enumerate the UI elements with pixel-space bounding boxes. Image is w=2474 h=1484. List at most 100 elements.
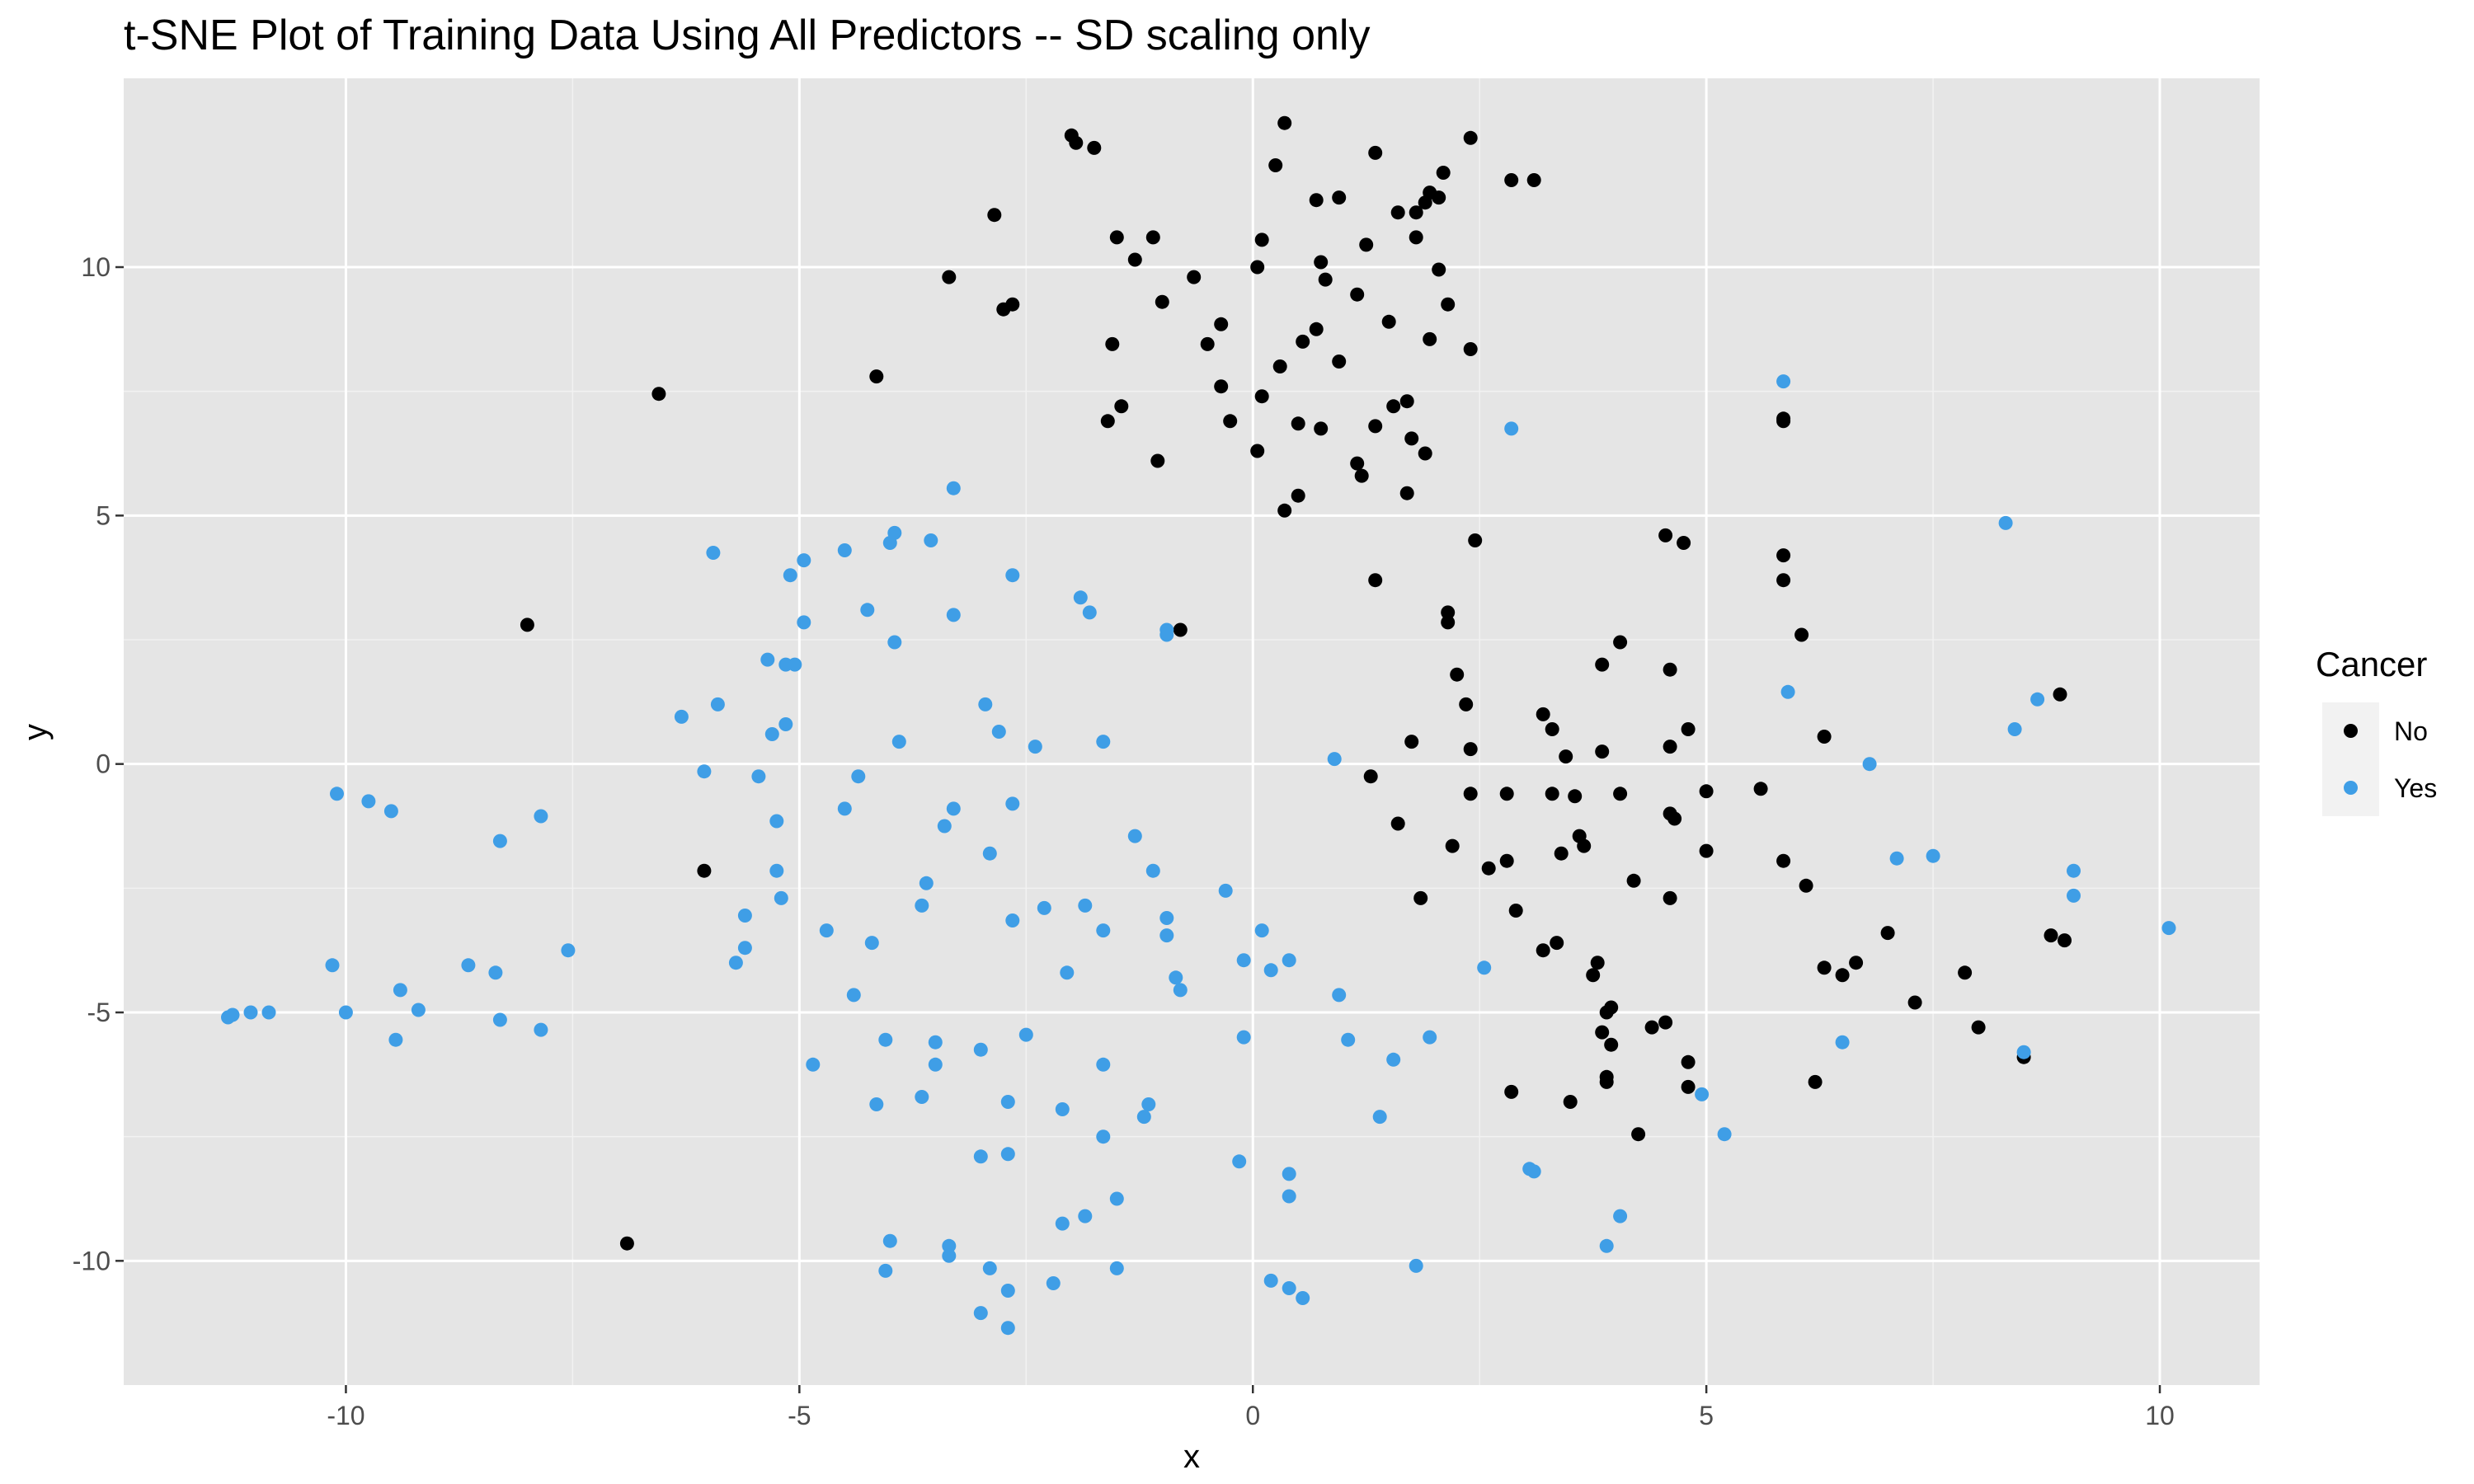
legend-label-no: No bbox=[2394, 716, 2428, 746]
point-yes bbox=[797, 553, 811, 568]
point-yes bbox=[973, 1306, 988, 1321]
point-yes bbox=[1926, 848, 1940, 863]
point-no bbox=[1681, 1054, 1696, 1069]
point-no bbox=[1423, 331, 1437, 346]
point-no bbox=[1268, 158, 1283, 172]
point-no bbox=[1459, 697, 1474, 711]
point-no bbox=[1350, 456, 1365, 471]
point-no bbox=[1441, 615, 1456, 630]
point-no bbox=[1390, 816, 1405, 831]
point-no bbox=[1468, 533, 1483, 547]
point-yes bbox=[982, 1261, 997, 1275]
point-yes bbox=[1145, 863, 1160, 878]
point-yes bbox=[1109, 1261, 1124, 1275]
point-no bbox=[1418, 446, 1432, 461]
x-tick-label: 5 bbox=[1699, 1401, 1714, 1430]
point-yes bbox=[488, 965, 503, 980]
point-no bbox=[1363, 769, 1378, 784]
point-no bbox=[1332, 355, 1347, 369]
point-no bbox=[1354, 468, 1369, 483]
point-yes bbox=[1078, 898, 1093, 913]
point-yes bbox=[1000, 1321, 1015, 1336]
point-yes bbox=[751, 769, 766, 784]
point-yes bbox=[2030, 692, 2045, 707]
point-no bbox=[1817, 730, 1832, 744]
point-no bbox=[942, 270, 957, 284]
y-axis-title: y bbox=[17, 724, 54, 740]
point-no bbox=[1880, 926, 1895, 941]
point-no bbox=[1776, 548, 1791, 563]
point-yes bbox=[869, 1097, 884, 1111]
point-no bbox=[1595, 1025, 1610, 1040]
point-yes bbox=[846, 988, 861, 1003]
point-no bbox=[1808, 1074, 1823, 1089]
point-yes bbox=[1998, 515, 2013, 530]
point-yes bbox=[919, 876, 934, 890]
point-yes bbox=[2007, 722, 2022, 736]
point-yes bbox=[338, 1005, 353, 1020]
point-no bbox=[1508, 904, 1523, 918]
chart-title: t-SNE Plot of Training Data Using All Pr… bbox=[124, 12, 1370, 59]
point-no bbox=[1291, 488, 1305, 503]
point-no bbox=[1445, 838, 1460, 853]
point-no bbox=[1254, 232, 1269, 247]
point-yes bbox=[492, 834, 507, 848]
point-yes bbox=[1776, 374, 1791, 389]
point-no bbox=[1314, 255, 1329, 270]
point-yes bbox=[1096, 1129, 1111, 1144]
point-yes bbox=[1232, 1154, 1247, 1169]
point-yes bbox=[1000, 1095, 1015, 1109]
point-no bbox=[1409, 230, 1423, 245]
legend-entries: No Yes bbox=[2322, 702, 2437, 816]
point-yes bbox=[1127, 829, 1142, 843]
point-no bbox=[1613, 635, 1628, 650]
point-yes bbox=[860, 603, 875, 618]
point-yes bbox=[1028, 740, 1042, 754]
point-no bbox=[1109, 230, 1124, 245]
point-yes bbox=[325, 958, 340, 973]
point-yes bbox=[1282, 953, 1296, 968]
point-no bbox=[1214, 379, 1229, 394]
point-yes bbox=[837, 543, 852, 557]
point-no bbox=[1644, 1020, 1659, 1035]
point-yes bbox=[864, 936, 879, 951]
point-yes bbox=[1136, 1110, 1151, 1125]
point-yes bbox=[534, 809, 548, 824]
point-yes bbox=[797, 615, 811, 630]
point-no bbox=[1100, 414, 1115, 429]
point-no bbox=[1436, 166, 1451, 180]
point-yes bbox=[788, 657, 802, 672]
point-yes bbox=[1096, 735, 1111, 749]
point-yes bbox=[1096, 1057, 1111, 1072]
point-no bbox=[1776, 853, 1791, 868]
point-no bbox=[1441, 605, 1456, 620]
point-no bbox=[1318, 272, 1333, 287]
x-tick-label: -5 bbox=[788, 1401, 811, 1430]
point-no bbox=[1849, 956, 1864, 970]
point-yes bbox=[783, 568, 797, 583]
point-yes bbox=[737, 909, 752, 923]
y-tick-label: 5 bbox=[96, 500, 111, 530]
point-no bbox=[1463, 742, 1478, 757]
x-tick-label: 10 bbox=[2145, 1401, 2175, 1430]
major-gridlines bbox=[124, 78, 2260, 1385]
point-yes bbox=[769, 814, 784, 829]
point-no bbox=[1677, 536, 1691, 550]
point-no bbox=[1663, 890, 1677, 905]
point-no bbox=[1463, 130, 1478, 145]
point-no bbox=[1296, 334, 1310, 349]
x-axis-title: x bbox=[1183, 1439, 1200, 1475]
point-yes bbox=[1078, 1209, 1093, 1223]
point-no bbox=[1314, 421, 1329, 436]
point-yes bbox=[1372, 1110, 1387, 1125]
point-no bbox=[1368, 419, 1383, 434]
point-yes bbox=[915, 1090, 929, 1104]
point-no bbox=[1432, 190, 1446, 205]
point-no bbox=[520, 618, 534, 632]
point-no bbox=[1087, 140, 1102, 155]
point-no bbox=[1658, 1015, 1673, 1030]
x-axis-ticks: -10 -5 0 5 10 bbox=[327, 1385, 2175, 1430]
legend-title: Cancer bbox=[2316, 645, 2427, 683]
point-yes bbox=[1000, 1284, 1015, 1298]
